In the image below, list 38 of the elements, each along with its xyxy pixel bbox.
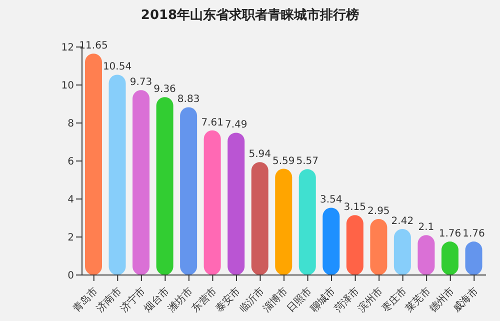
y-tick-label: 2 xyxy=(68,232,74,244)
data-label: 3.15 xyxy=(344,202,366,214)
bar xyxy=(251,162,268,275)
bar xyxy=(180,107,198,275)
data-label: 7.61 xyxy=(201,117,224,128)
y-tick-label: 4 xyxy=(68,194,74,206)
data-label: 2.95 xyxy=(368,206,390,217)
data-label: 9.36 xyxy=(154,84,176,96)
data-label: 1.76 xyxy=(438,228,462,240)
data-label: 7.49 xyxy=(224,120,248,131)
data-label: 2.42 xyxy=(391,216,414,228)
data-label: 5.59 xyxy=(272,156,295,167)
data-label: 3.54 xyxy=(320,194,342,206)
y-tick-label: 6 xyxy=(68,156,74,168)
data-label: 5.94 xyxy=(248,149,271,160)
y-tick-label: 8 xyxy=(68,118,74,130)
bar xyxy=(156,97,174,275)
bar xyxy=(322,208,340,275)
bar xyxy=(132,90,150,275)
chart-title: 2018年山东省求职者青睐城市排行榜 xyxy=(140,6,360,25)
data-label: 2.1 xyxy=(418,222,434,234)
data-label: 11.65 xyxy=(79,40,108,52)
y-tick-label: 0 xyxy=(68,270,74,282)
data-label: 5.57 xyxy=(296,156,319,168)
data-label: 1.76 xyxy=(462,228,485,240)
data-label: 9.73 xyxy=(130,77,152,88)
bar xyxy=(204,130,221,275)
bar xyxy=(85,54,102,275)
bar xyxy=(108,74,126,275)
y-tick-label: 10 xyxy=(61,80,74,92)
bar xyxy=(298,169,316,275)
data-label: 10.54 xyxy=(102,62,132,73)
y-tick-label: 12 xyxy=(61,42,74,54)
bar xyxy=(228,132,245,275)
bar xyxy=(275,168,292,275)
bar xyxy=(370,218,388,275)
data-label: 8.83 xyxy=(177,94,200,106)
bar xyxy=(346,215,364,275)
